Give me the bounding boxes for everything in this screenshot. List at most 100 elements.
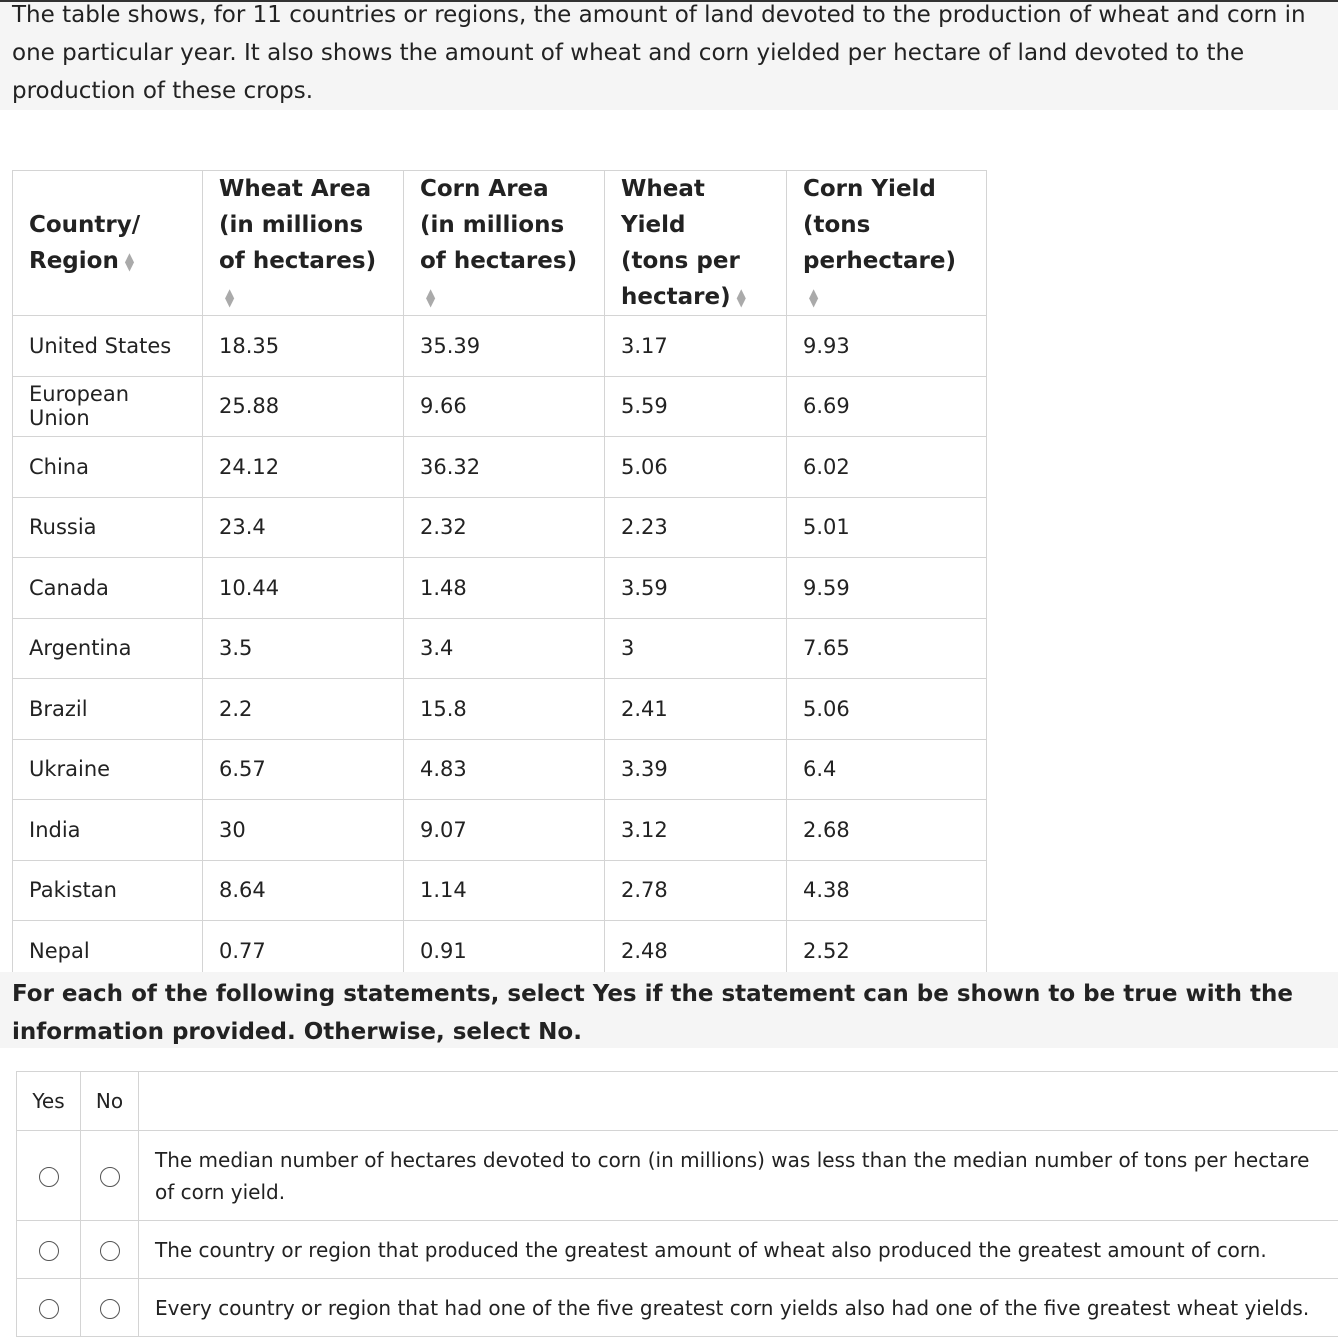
cell-country: China — [13, 437, 203, 498]
header-corn-yield[interactable]: Corn Yield (tons perhectare) ▲▼ — [787, 171, 987, 316]
no-option-cell — [81, 1279, 139, 1337]
cell-wheat-area: 30 — [203, 800, 404, 861]
cell-corn-yield: 9.59 — [787, 558, 987, 619]
yes-option-cell — [17, 1279, 81, 1337]
cell-corn-yield: 2.68 — [787, 800, 987, 861]
question-header-row: Yes No — [17, 1072, 1338, 1131]
cell-corn-area: 15.8 — [404, 679, 605, 740]
header-line: perhectare) — [803, 248, 956, 274]
sort-icon[interactable]: ▲▼ — [426, 289, 435, 307]
no-radio[interactable] — [100, 1241, 120, 1261]
statement-text: Every country or region that had one of … — [139, 1279, 1338, 1337]
cell-corn-yield: 9.93 — [787, 316, 987, 377]
cell-corn-yield: 6.69 — [787, 376, 987, 437]
yes-no-question-table: Yes No The median number of hectares dev… — [16, 1071, 1338, 1337]
header-line: Corn Area — [420, 176, 549, 202]
instruction-text: For each of the following statements, se… — [12, 981, 1293, 1045]
cell-wheat-area: 18.35 — [203, 316, 404, 377]
sort-icon[interactable]: ▲▼ — [737, 289, 746, 307]
statement-text: The country or region that produced the … — [139, 1221, 1338, 1279]
sort-icon[interactable]: ▲▼ — [225, 289, 234, 307]
cell-wheat-yield: 3.59 — [605, 558, 787, 619]
cell-wheat-yield: 2.23 — [605, 497, 787, 558]
no-column-header: No — [81, 1072, 139, 1131]
header-line: Wheat Yield — [621, 176, 705, 238]
cell-wheat-area: 8.64 — [203, 860, 404, 921]
no-option-cell — [81, 1221, 139, 1279]
header-corn-area[interactable]: Corn Area (in millions of hectares) ▲▼ — [404, 171, 605, 316]
table-header-row: Country/ Region ▲▼ Wheat Area (in million… — [13, 171, 987, 316]
cell-corn-yield: 5.06 — [787, 679, 987, 740]
question-row: The median number of hectares devoted to… — [17, 1131, 1338, 1221]
cell-country: Canada — [13, 558, 203, 619]
cell-country: Ukraine — [13, 739, 203, 800]
cell-corn-area: 9.07 — [404, 800, 605, 861]
intro-text: The table shows, for 11 countries or reg… — [12, 0, 1328, 110]
yes-radio[interactable] — [39, 1241, 59, 1261]
cell-corn-area: 1.48 — [404, 558, 605, 619]
cell-country: Brazil — [13, 679, 203, 740]
yes-radio[interactable] — [39, 1299, 59, 1319]
crop-data-table: Country/ Region ▲▼ Wheat Area (in million… — [12, 170, 987, 982]
cell-country: India — [13, 800, 203, 861]
header-line: (in millions — [219, 212, 363, 238]
header-line: Region — [29, 248, 119, 274]
no-radio[interactable] — [100, 1167, 120, 1187]
header-wheat-yield[interactable]: Wheat Yield (tons per hectare)▲▼ — [605, 171, 787, 316]
cell-wheat-area: 10.44 — [203, 558, 404, 619]
header-line: Corn Yield — [803, 176, 936, 202]
no-radio[interactable] — [100, 1299, 120, 1319]
header-line: (tons — [803, 212, 870, 238]
cell-wheat-yield: 2.78 — [605, 860, 787, 921]
yes-column-header: Yes — [17, 1072, 81, 1131]
cell-country: Pakistan — [13, 860, 203, 921]
yes-option-cell — [17, 1221, 81, 1279]
header-line: Country/ — [29, 212, 140, 238]
statement-text: The median number of hectares devoted to… — [139, 1131, 1338, 1221]
sort-icon[interactable]: ▲▼ — [125, 253, 134, 271]
cell-corn-area: 3.4 — [404, 618, 605, 679]
yes-radio[interactable] — [39, 1167, 59, 1187]
cell-wheat-area: 23.4 — [203, 497, 404, 558]
header-wheat-area[interactable]: Wheat Area (in millions of hectares) ▲▼ — [203, 171, 404, 316]
cell-wheat-area: 25.88 — [203, 376, 404, 437]
cell-wheat-yield: 3.12 — [605, 800, 787, 861]
yes-option-cell — [17, 1131, 81, 1221]
question-row: The country or region that produced the … — [17, 1221, 1338, 1279]
cell-country: Argentina — [13, 618, 203, 679]
header-line: of hectares) — [219, 248, 376, 274]
cell-corn-area: 1.14 — [404, 860, 605, 921]
cell-country: Russia — [13, 497, 203, 558]
cell-wheat-yield: 3.39 — [605, 739, 787, 800]
cell-wheat-yield: 5.06 — [605, 437, 787, 498]
cell-corn-area: 36.32 — [404, 437, 605, 498]
cell-country: European Union — [13, 376, 203, 437]
cell-wheat-area: 2.2 — [203, 679, 404, 740]
cell-corn-yield: 6.02 — [787, 437, 987, 498]
cell-country: United States — [13, 316, 203, 377]
cell-wheat-area: 6.57 — [203, 739, 404, 800]
header-line: of hectares) — [420, 248, 577, 274]
sort-icon[interactable]: ▲▼ — [809, 289, 818, 307]
question-row: Every country or region that had one of … — [17, 1279, 1338, 1337]
header-line: Wheat Area — [219, 176, 371, 202]
cell-corn-area: 2.32 — [404, 497, 605, 558]
cell-wheat-yield: 2.41 — [605, 679, 787, 740]
cell-corn-yield: 4.38 — [787, 860, 987, 921]
cell-wheat-area: 3.5 — [203, 618, 404, 679]
cell-corn-yield: 7.65 — [787, 618, 987, 679]
header-country-region[interactable]: Country/ Region ▲▼ — [13, 171, 203, 316]
header-line: (in millions — [420, 212, 564, 238]
cell-wheat-yield: 5.59 — [605, 376, 787, 437]
statement-column-header — [139, 1072, 1338, 1131]
